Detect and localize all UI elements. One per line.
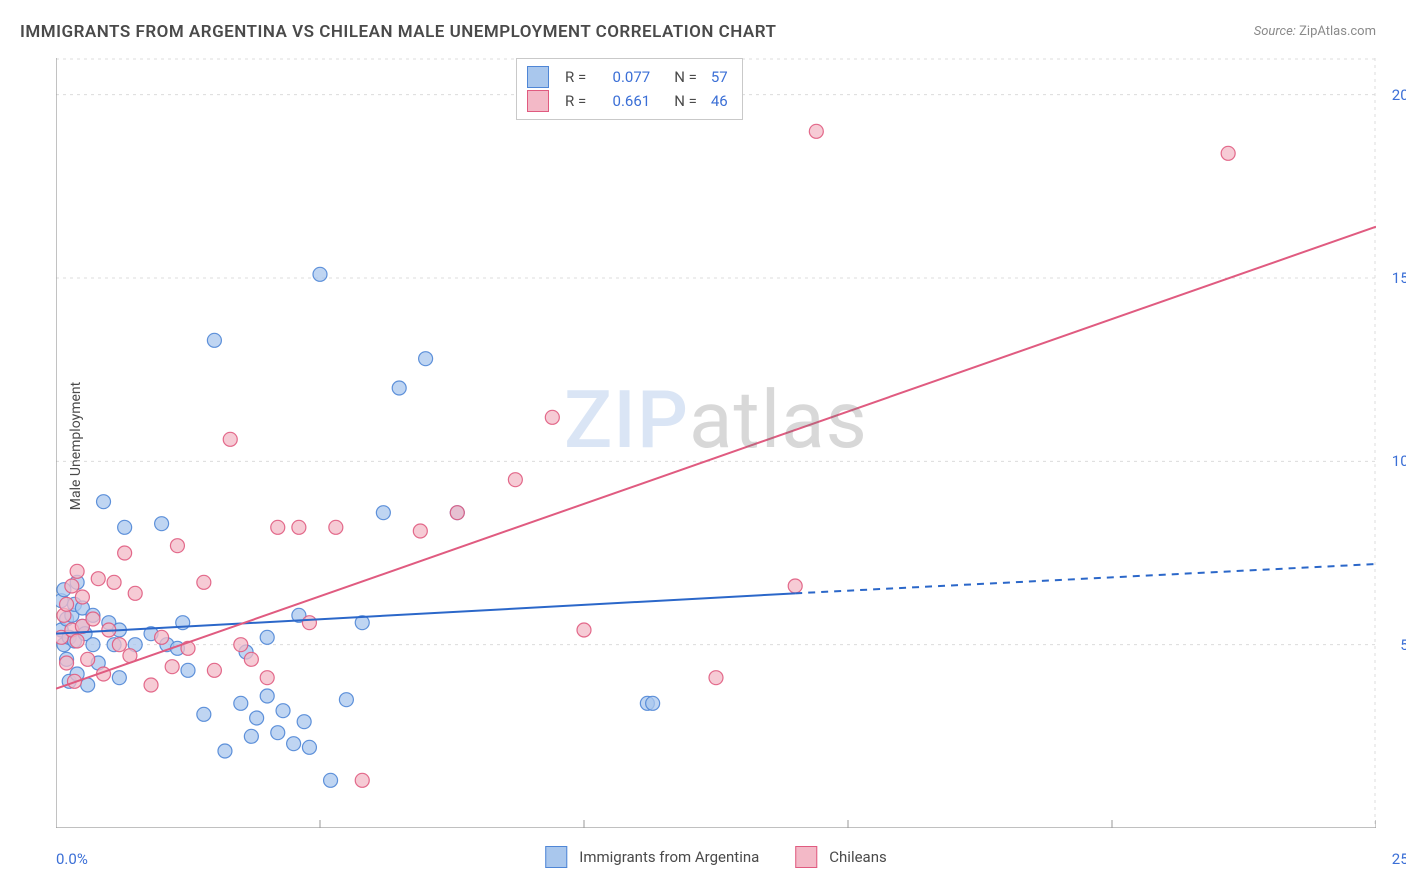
- source-label: Source:: [1254, 24, 1296, 39]
- legend-correlation-row: R = 0.661 N = 46: [527, 89, 728, 113]
- y-tick-label: 10.0%: [1392, 452, 1406, 470]
- legend-swatch: [795, 846, 817, 868]
- scatter-chart-svg: [56, 58, 1376, 828]
- chart-title: IMMIGRANTS FROM ARGENTINA VS CHILEAN MAL…: [20, 22, 776, 42]
- legend-series-item: Immigrants from Argentina: [545, 846, 759, 868]
- legend-series: Immigrants from Argentina Chileans: [545, 846, 887, 868]
- legend-swatch: [527, 66, 549, 88]
- r-label: R =: [565, 89, 586, 113]
- r-value: 0.077: [596, 65, 650, 89]
- n-label: N =: [674, 89, 697, 113]
- n-value: 46: [711, 89, 728, 113]
- r-value: 0.661: [596, 89, 650, 113]
- legend-correlation-row: R = 0.077 N = 57: [527, 65, 728, 89]
- y-tick-label: 20.0%: [1392, 86, 1406, 104]
- y-tick-label: 5.0%: [1400, 636, 1406, 654]
- legend-correlation-box: R = 0.077 N = 57 R = 0.661 N = 46: [516, 58, 743, 120]
- n-label: N =: [674, 65, 697, 89]
- chart-source: Source: ZipAtlas.com: [1254, 24, 1376, 39]
- source-value: ZipAtlas.com: [1299, 24, 1376, 39]
- x-tick-label: 0.0%: [56, 850, 88, 868]
- legend-series-label: Immigrants from Argentina: [579, 848, 759, 866]
- x-tick-label: 25.0%: [1392, 850, 1406, 868]
- y-tick-label: 15.0%: [1392, 269, 1406, 287]
- r-label: R =: [565, 65, 586, 89]
- legend-swatch: [545, 846, 567, 868]
- legend-swatch: [527, 90, 549, 112]
- chart-area: ZIPatlas R =0.077N =57R =0.661N =46 Immi…: [56, 58, 1376, 828]
- n-value: 57: [711, 65, 728, 89]
- legend-series-item: Chileans: [795, 846, 886, 868]
- legend-series-label: Chileans: [829, 848, 886, 866]
